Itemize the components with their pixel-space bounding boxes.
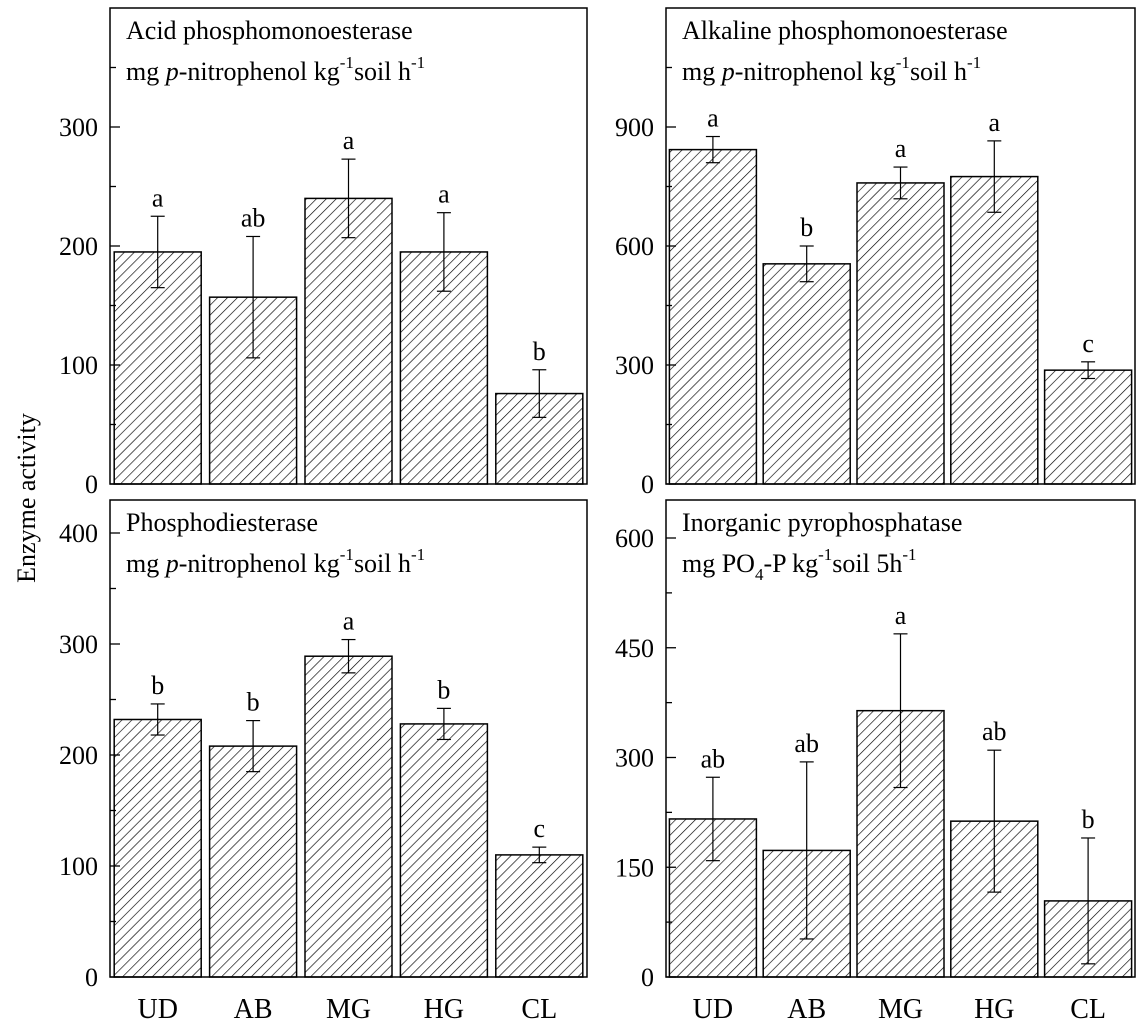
y-tick-label: 100 (59, 852, 98, 881)
significance-label: ab (241, 203, 266, 232)
significance-label: b (437, 675, 450, 704)
x-tick-label: UD (693, 994, 733, 1025)
y-tick-label: 300 (615, 351, 654, 380)
y-tick-label: 900 (615, 113, 654, 142)
y-axis-label: Enzyme activity (12, 413, 41, 583)
bar-ud (113, 718, 202, 978)
panel-title: Acid phosphomonoesterase (126, 16, 413, 45)
panel-title: Phosphodiesterase (126, 508, 318, 537)
bar-cl (495, 854, 584, 978)
bar-cl (1043, 369, 1133, 485)
panel-units: mg PO4-P kg-1soil 5h-1 (682, 545, 917, 584)
panel-alkaline-phosphomonoesterase: 0 300 600 900 Alkaline phosphomonoesterase mg… (615, 7, 1136, 499)
significance-label: b (247, 688, 260, 717)
x-tick-label: MG (326, 994, 371, 1025)
y-tick-label: 300 (59, 113, 98, 142)
panel-acid-phosphomonoesterase: 0 100 200 300 Acid phosphomonoesterase mg p-n… (59, 7, 588, 499)
significance-label: ab (982, 717, 1007, 746)
significance-label: a (343, 126, 355, 155)
significance-label: a (707, 104, 719, 133)
bar-mg (304, 197, 393, 485)
bar-mg (304, 655, 393, 978)
significance-label: b (533, 337, 546, 366)
y-tick-label: 0 (641, 470, 654, 499)
bar-ud (113, 251, 202, 485)
x-tick-label: AB (787, 994, 826, 1025)
bar-ud (668, 148, 758, 485)
y-tick-label: 150 (615, 853, 654, 882)
significance-label: b (151, 671, 164, 700)
y-tick-label: 400 (59, 519, 98, 548)
x-tick-label: UD (137, 994, 177, 1025)
x-category-labels: UD AB MG HG CL UD AB MG HG CL (137, 994, 1106, 1025)
panel-inorganic-pyrophosphatase: 0 150 300 450 600 Inorganic pyrophosphatase mg… (615, 499, 1136, 992)
panel-units: mg p-nitrophenol kg-1soil h-1 (126, 545, 425, 578)
x-tick-label: CL (521, 994, 557, 1025)
significance-label: c (534, 814, 546, 843)
significance-label: b (1082, 805, 1095, 834)
panel-units: mg p-nitrophenol kg-1soil h-1 (682, 53, 981, 86)
significance-label: a (152, 183, 164, 212)
panel-phosphodiesterase: 0 100 200 300 400 Phosphodiesterase mg p-nitro… (59, 499, 588, 992)
significance-label: a (343, 607, 355, 636)
significance-label: ab (794, 729, 819, 758)
x-tick-label: AB (234, 994, 273, 1025)
x-tick-label: HG (424, 994, 464, 1025)
y-tick-label: 600 (615, 232, 654, 261)
y-tick-label: 200 (59, 741, 98, 770)
bar-ab (208, 745, 298, 978)
y-tick-label: 600 (615, 524, 654, 553)
y-tick-label: 0 (85, 963, 98, 992)
significance-label: a (989, 108, 1001, 137)
significance-label: a (895, 601, 907, 630)
significance-label: c (1082, 329, 1094, 358)
bar-hg (950, 175, 1039, 485)
bar-ab (762, 263, 851, 485)
panel-title: Alkaline phosphomonoesterase (682, 16, 1008, 45)
significance-label: a (895, 134, 907, 163)
x-tick-label: HG (974, 994, 1014, 1025)
y-tick-label: 0 (85, 470, 98, 499)
x-tick-label: MG (878, 994, 923, 1025)
bar-hg (399, 723, 489, 978)
y-tick-label: 450 (615, 634, 654, 663)
y-tick-label: 200 (59, 232, 98, 261)
y-tick-label: 0 (641, 963, 654, 992)
y-tick-label: 100 (59, 351, 98, 380)
x-tick-label: CL (1070, 994, 1106, 1025)
significance-label: ab (701, 744, 726, 773)
y-tick-label: 300 (59, 630, 98, 659)
y-tick-label: 300 (615, 744, 654, 773)
panel-units: mg p-nitrophenol kg-1soil h-1 (126, 53, 425, 86)
significance-label: b (800, 213, 813, 242)
significance-label: a (438, 180, 450, 209)
panel-title: Inorganic pyrophosphatase (682, 508, 962, 537)
bar-mg (856, 182, 945, 485)
